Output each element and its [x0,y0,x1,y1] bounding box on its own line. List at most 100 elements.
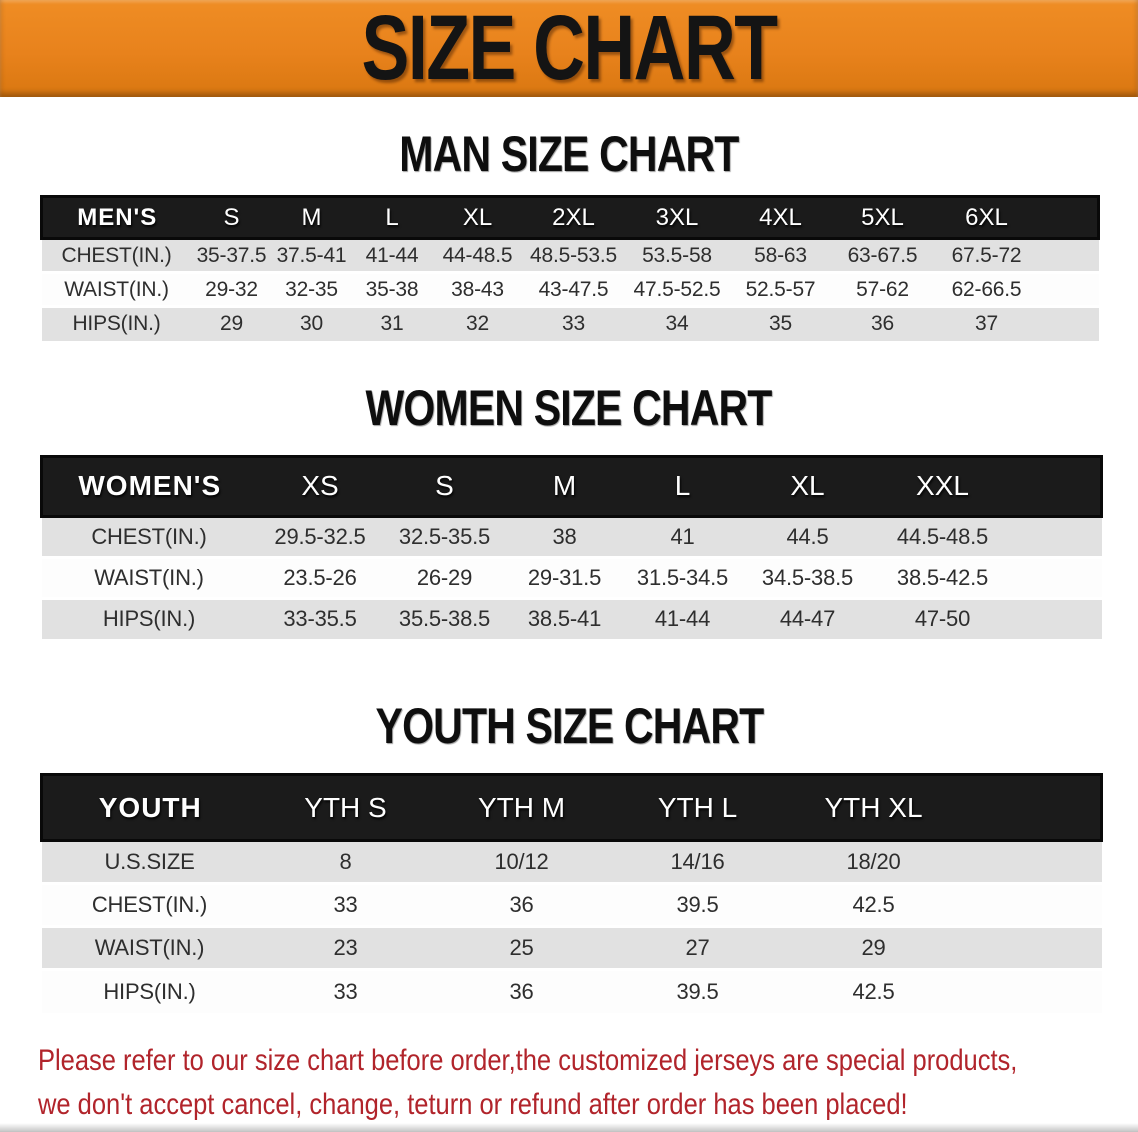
youth-hips-row: HIPS(IN.) 33 36 39.5 42.5 [41,968,1102,1013]
size-value-cell: 38-43 [432,271,523,307]
youth-section-heading: YOUTH SIZE CHART [0,697,1138,754]
size-value-cell: 42.5 [785,968,962,1013]
size-value-cell: 52.5-57 [729,271,832,307]
row-label: CHEST(IN.) [41,514,257,557]
size-value-cell: 37 [933,305,1040,341]
size-value-cell: 23.5-26 [256,555,384,598]
size-value-cell: 37.5-41 [271,237,352,273]
size-value-cell: 26-29 [383,555,506,598]
size-value-cell: 29.5-32.5 [256,514,384,557]
size-value-cell: 57-62 [831,271,934,307]
youth-heading-text: YOUTH SIZE CHART [375,698,764,754]
column-header-cell: 5XL [831,195,934,240]
column-header-cell: XS [256,454,384,518]
row-label: U.S.SIZE [41,839,258,884]
size-value-cell: 36 [831,305,934,341]
womens-chest-row: CHEST(IN.) 29.5-32.5 32.5-35.5 38 41 44.… [41,514,1102,557]
size-value-cell: 31.5-34.5 [623,555,742,598]
filler-cell [961,925,1102,970]
column-header-cell: XL [741,454,874,518]
disclaimer-line-2: we don't accept cancel, change, teturn o… [38,1087,908,1121]
filler-cell [961,773,1103,842]
size-value-cell: 23 [257,925,434,970]
size-value-cell: 39.5 [609,882,786,927]
column-header-cell: 3XL [624,195,730,240]
size-value-cell: 43-47.5 [522,271,625,307]
size-value-cell: 38.5-41 [505,596,624,639]
size-value-cell: 44-47 [741,596,874,639]
size-value-cell: 32.5-35.5 [383,514,506,557]
youth-corner-label: YOUTH [40,773,258,842]
filler-cell [1011,454,1103,518]
size-value-cell: 47.5-52.5 [624,271,730,307]
column-header-cell: L [623,454,742,518]
size-value-cell: 32-35 [271,271,352,307]
size-value-cell: 44-48.5 [432,237,523,273]
filler-cell [961,968,1102,1013]
size-value-cell: 33 [257,968,434,1013]
page-title: SIZE CHART [361,0,779,99]
size-value-cell: 27 [609,925,786,970]
title-banner: SIZE CHART [0,0,1138,99]
youth-header-row: YOUTH YTH S YTH M YTH L YTH XL [40,773,1103,842]
column-header-cell: M [505,454,624,518]
filler-cell [1039,237,1099,273]
row-label: WAIST(IN.) [41,555,257,598]
row-label: HIPS(IN.) [41,305,192,341]
size-value-cell: 34.5-38.5 [741,555,874,598]
size-value-cell: 33 [522,305,625,341]
size-value-cell: 35-38 [351,271,433,307]
disclaimer-line-1: Please refer to our size chart before or… [38,1043,1018,1077]
size-value-cell: 32 [432,305,523,341]
size-value-cell: 67.5-72 [933,237,1040,273]
size-value-cell: 29-32 [191,271,272,307]
size-value-cell: 42.5 [785,882,962,927]
column-header-cell: YTH M [433,773,610,842]
men-section-heading: MAN SIZE CHART [0,125,1138,182]
size-value-cell: 35 [729,305,832,341]
size-value-cell: 38 [505,514,624,557]
womens-waist-row: WAIST(IN.) 23.5-26 26-29 29-31.5 31.5-34… [41,555,1102,598]
womens-size-table: WOMEN'S XS S M L XL XXL CHEST(IN.) 29.5-… [40,454,1103,639]
filler-cell [1011,596,1102,639]
mens-size-table: MEN'S S M L XL 2XL 3XL 4XL 5XL 6XL CHEST… [40,195,1100,341]
filler-cell [961,839,1102,884]
filler-cell [1011,555,1102,598]
filler-cell [1039,195,1100,240]
size-value-cell: 14/16 [609,839,786,884]
mens-hips-row: HIPS(IN.) 29 30 31 32 33 34 35 36 37 [41,305,1099,341]
size-value-cell: 29 [191,305,272,341]
mens-chest-row: CHEST(IN.) 35-37.5 37.5-41 41-44 44-48.5… [41,237,1099,273]
youth-waist-row: WAIST(IN.) 23 25 27 29 [41,925,1102,970]
size-value-cell: 39.5 [609,968,786,1013]
column-header-cell: L [351,195,433,240]
youth-chest-row: CHEST(IN.) 33 36 39.5 42.5 [41,882,1102,927]
size-value-cell: 44.5-48.5 [873,514,1012,557]
bottom-edge-shadow [0,1123,1138,1132]
size-value-cell: 62-66.5 [933,271,1040,307]
size-value-cell: 58-63 [729,237,832,273]
women-heading-text: WOMEN SIZE CHART [366,379,773,436]
size-value-cell: 47-50 [873,596,1012,639]
size-value-cell: 8 [257,839,434,884]
size-value-cell: 41-44 [623,596,742,639]
size-value-cell: 63-67.5 [831,237,934,273]
size-value-cell: 30 [271,305,352,341]
size-value-cell: 31 [351,305,433,341]
column-header-cell: 6XL [933,195,1040,240]
mens-waist-row: WAIST(IN.) 29-32 32-35 35-38 38-43 43-47… [41,271,1099,307]
size-value-cell: 33 [257,882,434,927]
youth-size-table: YOUTH YTH S YTH M YTH L YTH XL U.S.SIZE … [40,773,1103,1013]
womens-hips-row: HIPS(IN.) 33-35.5 35.5-38.5 38.5-41 41-4… [41,596,1102,639]
column-header-cell: YTH S [257,773,434,842]
size-value-cell: 48.5-53.5 [522,237,625,273]
filler-cell [1039,271,1099,307]
womens-corner-label: WOMEN'S [40,454,257,518]
size-value-cell: 25 [433,925,610,970]
filler-cell [961,882,1102,927]
filler-cell [1039,305,1099,341]
size-value-cell: 36 [433,968,610,1013]
column-header-cell: S [383,454,506,518]
size-value-cell: 44.5 [741,514,874,557]
